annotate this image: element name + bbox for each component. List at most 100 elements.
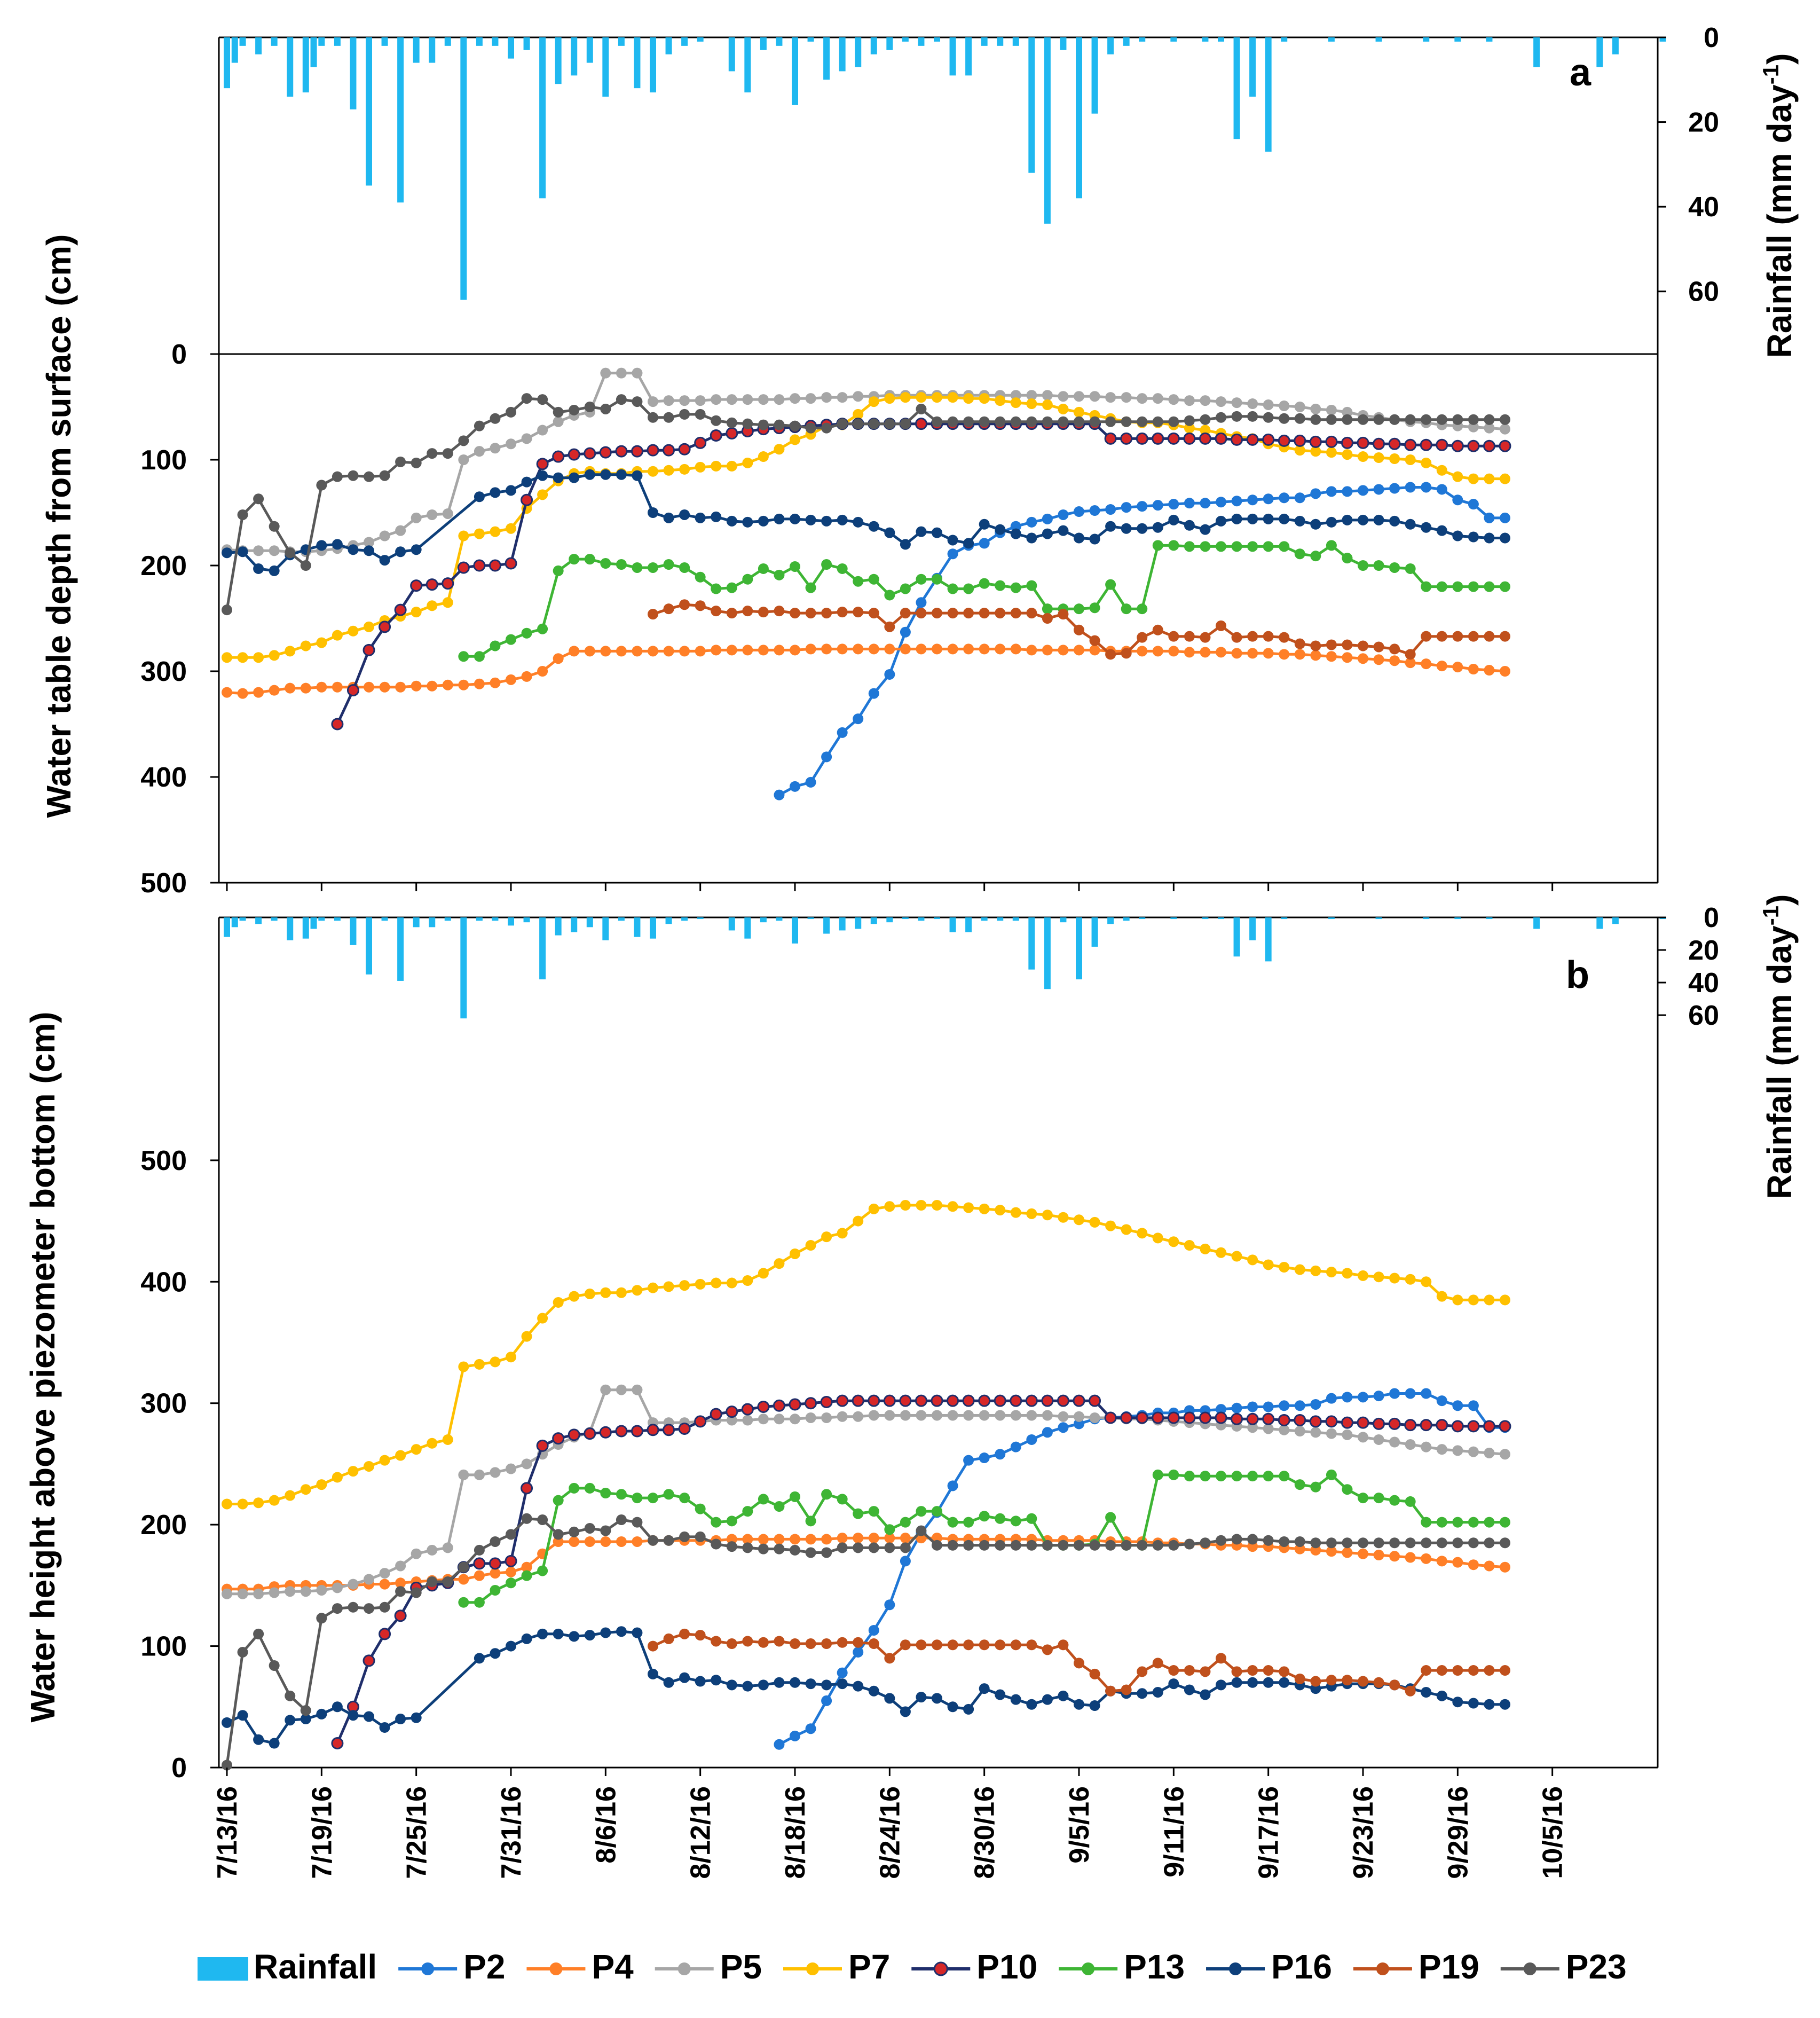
legend-swatch-marker — [677, 1962, 691, 1975]
data-point — [932, 1200, 942, 1211]
data-point — [1026, 1699, 1037, 1710]
data-point — [837, 1228, 848, 1239]
data-point — [742, 1275, 753, 1286]
data-point — [1074, 603, 1084, 615]
data-point — [1246, 433, 1259, 446]
data-point — [332, 471, 343, 482]
data-point — [253, 1588, 264, 1599]
data-point — [364, 537, 374, 548]
data-point — [805, 422, 816, 434]
rain-bar — [1044, 917, 1051, 990]
data-point — [932, 1506, 942, 1517]
x-tick-label: 9/29/16 — [1443, 1786, 1474, 1879]
data-point — [1042, 513, 1053, 524]
data-point — [805, 1723, 816, 1734]
data-point — [584, 646, 595, 657]
data-point — [1105, 416, 1116, 427]
data-point — [237, 652, 248, 663]
data-point — [1326, 447, 1337, 458]
panel-b-y-label: Water height above piezometer bottom (cm… — [23, 1011, 62, 1722]
data-point — [1468, 581, 1479, 592]
legend-label: P19 — [1419, 1948, 1479, 1986]
data-point — [222, 1498, 232, 1510]
data-point — [837, 643, 848, 655]
data-point — [837, 418, 848, 429]
data-point — [427, 448, 438, 459]
data-point — [979, 416, 990, 427]
rain-bar — [460, 37, 467, 300]
data-point — [1247, 494, 1258, 506]
data-point — [490, 677, 501, 688]
rain-bar — [965, 917, 972, 932]
data-point — [962, 1394, 975, 1407]
data-point — [1389, 1436, 1400, 1448]
data-point — [348, 544, 359, 555]
data-point — [805, 1397, 817, 1410]
data-point — [790, 393, 800, 404]
data-point — [742, 1506, 753, 1517]
data-point — [695, 1630, 706, 1641]
x-tick-label: 10/5/16 — [1538, 1786, 1569, 1879]
data-point — [1041, 1394, 1054, 1407]
data-point — [1010, 397, 1021, 409]
data-point — [679, 599, 690, 610]
data-point — [979, 608, 990, 619]
rain-bar — [1060, 917, 1067, 923]
data-point — [521, 1331, 532, 1342]
data-point — [506, 1463, 516, 1474]
data-point — [506, 634, 516, 645]
data-point — [663, 603, 674, 615]
data-point — [1342, 1547, 1353, 1558]
data-point — [774, 1501, 785, 1512]
data-point — [663, 412, 674, 423]
data-point — [1168, 499, 1179, 510]
data-point — [1373, 641, 1384, 653]
data-point — [758, 1534, 769, 1545]
data-point — [790, 1491, 800, 1502]
series-p4 — [222, 1533, 1510, 1595]
data-point — [1405, 1537, 1416, 1549]
data-point — [1341, 1416, 1353, 1429]
data-point — [568, 448, 580, 461]
data-point — [695, 646, 706, 657]
data-point — [1358, 1270, 1368, 1281]
rain-bar — [1107, 37, 1114, 54]
panel-a: 0 100 200 300 400 500 0 20 40 60 a Water table de… — [40, 22, 1799, 899]
data-point — [1184, 1684, 1195, 1695]
data-point — [1058, 403, 1069, 414]
data-point — [1168, 646, 1179, 657]
data-point — [1120, 1411, 1133, 1424]
data-point — [1373, 437, 1385, 450]
rain-bar — [1170, 917, 1177, 920]
data-point — [1105, 1220, 1116, 1231]
data-point — [853, 713, 864, 725]
data-point — [1199, 432, 1211, 445]
data-point — [1231, 1471, 1242, 1482]
data-point — [821, 559, 832, 570]
series-p16 — [222, 1626, 1510, 1749]
data-point — [1247, 1471, 1258, 1482]
rain-bar — [1123, 917, 1130, 921]
data-point — [1500, 631, 1510, 642]
data-point — [648, 507, 658, 518]
data-point — [395, 1450, 406, 1461]
data-point — [1405, 649, 1416, 660]
data-point — [1121, 648, 1132, 659]
data-point — [316, 1613, 327, 1624]
data-point — [883, 1394, 896, 1407]
data-point — [1010, 1441, 1021, 1452]
rain-bar — [634, 917, 641, 937]
data-point — [1421, 482, 1432, 493]
data-point — [900, 1533, 911, 1544]
data-point — [1500, 532, 1510, 544]
data-point — [379, 470, 390, 481]
rain-bar — [1218, 37, 1224, 42]
data-point — [569, 1482, 580, 1494]
data-point — [1279, 1424, 1290, 1435]
data-point — [1089, 1540, 1100, 1551]
data-point — [395, 546, 406, 557]
data-point — [868, 1410, 879, 1421]
y-tick-label: 400 — [140, 762, 187, 793]
data-point — [1357, 1416, 1369, 1429]
rain-bar — [1486, 37, 1493, 42]
